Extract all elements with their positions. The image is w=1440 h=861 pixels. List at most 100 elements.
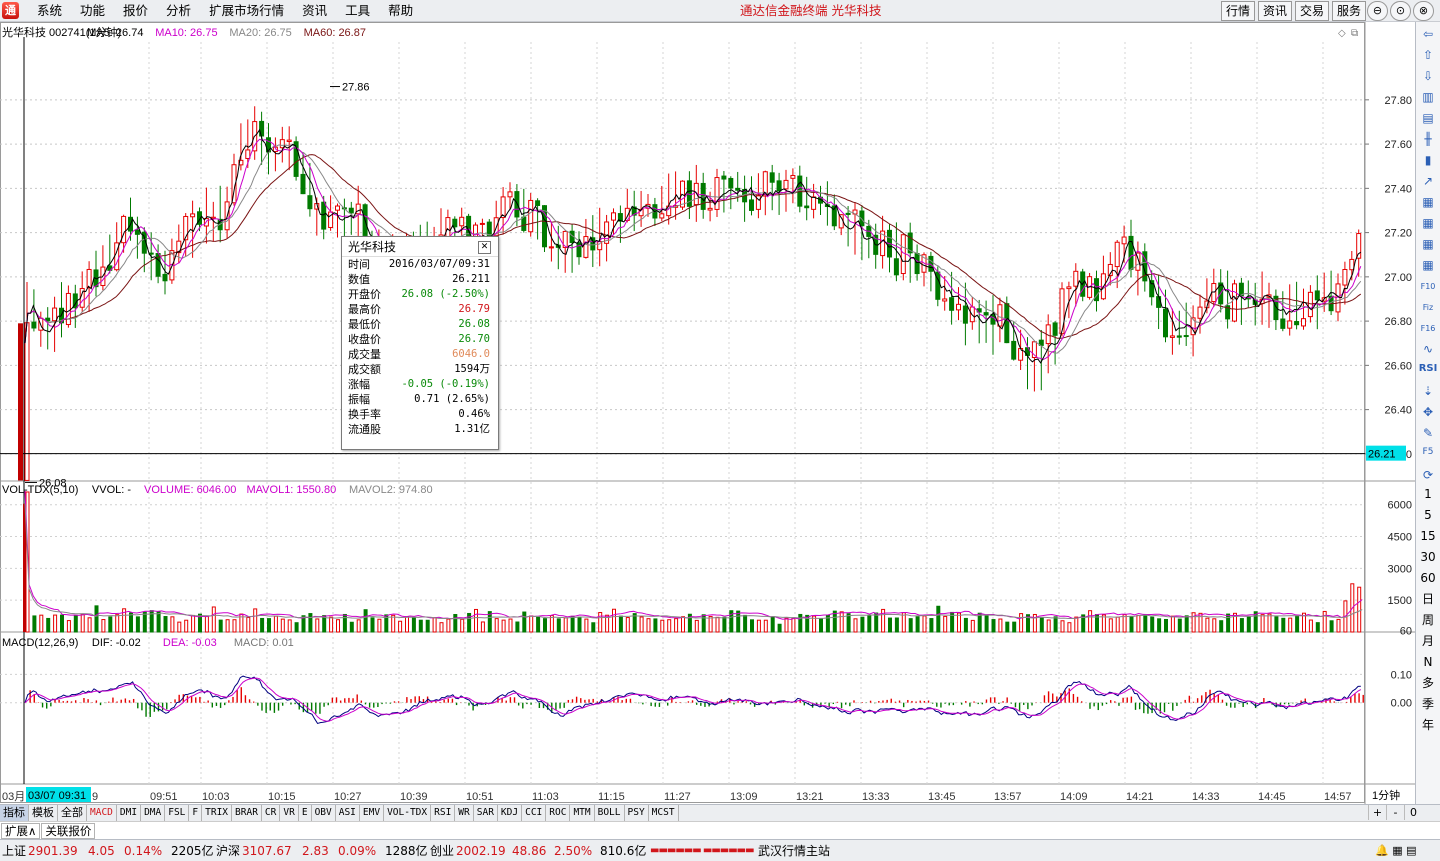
menu-item-2[interactable]: 报价 xyxy=(123,3,149,18)
grid-icon[interactable]: ▦ xyxy=(1422,195,1434,209)
split-left-icon[interactable]: ▥ xyxy=(1422,90,1434,104)
period-11[interactable]: 年 xyxy=(1421,718,1434,732)
period-1[interactable]: 5 xyxy=(1424,508,1432,522)
line-chart-icon[interactable]: ↗ xyxy=(1422,174,1434,188)
pencil-icon[interactable]: ✎ xyxy=(1422,426,1434,440)
tooltip-close-icon[interactable]: ✕ xyxy=(478,241,491,254)
period-8[interactable]: N xyxy=(1423,655,1433,669)
status-icons[interactable]: 🔔 ▦ ▤ xyxy=(1375,844,1417,857)
indicator-tab-cci[interactable]: CCI xyxy=(522,805,547,821)
panel-tab-0[interactable]: 指标 xyxy=(0,805,29,821)
volume-bar xyxy=(556,618,561,633)
top-button-2[interactable]: 交易 xyxy=(1295,1,1330,21)
period-7[interactable]: 月 xyxy=(1421,634,1434,648)
f16-icon[interactable]: F16 xyxy=(1420,324,1436,333)
app-logo-icon[interactable]: 通 xyxy=(2,2,19,19)
menu-item-4[interactable]: 扩展市场行情 xyxy=(209,3,285,18)
candle xyxy=(735,187,741,191)
indicator-tab-dmi[interactable]: DMI xyxy=(117,805,142,821)
period-5[interactable]: 日 xyxy=(1421,592,1434,606)
bars-icon[interactable]: ▮ xyxy=(1424,153,1432,167)
refresh-icon[interactable]: ⟳ xyxy=(1422,468,1434,482)
table-icon[interactable]: ▦ xyxy=(1422,258,1434,272)
indicator-tab-psy[interactable]: PSY xyxy=(625,805,649,821)
indicator-tab-f[interactable]: F xyxy=(189,805,203,821)
period-2[interactable]: 15 xyxy=(1420,529,1436,543)
indicator-tab-emv[interactable]: EMV xyxy=(360,805,385,821)
tab-control-2[interactable]: 0 xyxy=(1404,805,1422,820)
sub-tab-1[interactable]: 关联报价 xyxy=(41,823,96,839)
candle-icon[interactable]: ╫ xyxy=(1424,132,1432,146)
volume-bar xyxy=(198,613,202,633)
arrow-left-icon[interactable]: ⇦ xyxy=(1422,27,1434,41)
volume-bar xyxy=(584,618,589,633)
menu-item-3[interactable]: 分析 xyxy=(166,3,192,18)
indicator-tab-cr[interactable]: CR xyxy=(262,805,281,821)
panel-tab-2[interactable]: 全部 xyxy=(58,805,87,821)
period-10[interactable]: 季 xyxy=(1421,697,1434,711)
station-name[interactable]: 武汉行情主站 xyxy=(758,844,831,858)
period-4[interactable]: 60 xyxy=(1420,571,1436,585)
candle xyxy=(507,191,513,198)
indicator-tab-kdj[interactable]: KDJ xyxy=(498,805,523,821)
grid2-icon[interactable]: ▦ xyxy=(1422,237,1434,251)
indicator-tab-asi[interactable]: ASI xyxy=(336,805,360,821)
period-0[interactable]: 1 xyxy=(1424,487,1432,501)
indicator-tab-vr[interactable]: VR xyxy=(280,805,299,821)
tab-control-0[interactable]: + xyxy=(1368,805,1386,820)
menu-item-6[interactable]: 工具 xyxy=(345,3,371,18)
candle xyxy=(1307,291,1313,318)
tab-control-1[interactable]: - xyxy=(1386,805,1404,820)
indicator-tab-roc[interactable]: ROC xyxy=(546,805,571,821)
f10-icon[interactable]: F10 xyxy=(1420,282,1436,291)
indicator-tab-mtm[interactable]: MTM xyxy=(570,805,595,821)
volume-bar xyxy=(1295,615,1300,633)
minimize-icon[interactable]: ⊖ xyxy=(1367,1,1388,21)
arrow-down-icon[interactable]: ⇩ xyxy=(1422,69,1434,83)
volume-bar xyxy=(184,619,189,633)
dea-line xyxy=(24,677,1362,722)
fiz-icon[interactable]: Fiz xyxy=(1422,303,1434,312)
top-button-1[interactable]: 资讯 xyxy=(1258,1,1293,21)
indicator-tab-rsi[interactable]: RSI xyxy=(431,805,456,821)
indicator-tab-boll[interactable]: BOLL xyxy=(595,805,625,821)
grid-alt-icon[interactable]: ▦ xyxy=(1422,216,1434,230)
indicator-tab-mcst[interactable]: MCST xyxy=(649,805,679,821)
rsi-wave-icon[interactable]: ∿ xyxy=(1422,342,1434,356)
kline-chart[interactable]: 27.80 27.60 27.40 27.20 27.00 26.80 26.60 26.40… xyxy=(0,22,1415,804)
menu-item-1[interactable]: 功能 xyxy=(80,3,106,18)
indicator-tab-trix[interactable]: TRIX xyxy=(202,805,233,821)
indicator-tab-obv[interactable]: OBV xyxy=(312,805,336,821)
restore-icon[interactable]: ⊙ xyxy=(1390,1,1411,21)
f5-key[interactable]: F5 xyxy=(1422,447,1434,457)
sz-change: 2.83 xyxy=(302,844,329,858)
candle xyxy=(631,206,637,216)
indicator-tab-dma[interactable]: DMA xyxy=(141,805,166,821)
indicator-tab-vol-tdx[interactable]: VOL-TDX xyxy=(384,805,432,821)
arrow-up-icon[interactable]: ⇧ xyxy=(1422,48,1434,62)
period-6[interactable]: 周 xyxy=(1421,613,1434,627)
indicator-tab-brar[interactable]: BRAR xyxy=(232,805,262,821)
rsi-label[interactable]: RSI xyxy=(1418,363,1438,374)
close-icon[interactable]: ⊗ xyxy=(1413,1,1434,21)
sub-tab-0[interactable]: 扩展∧ xyxy=(1,823,41,839)
top-button-0[interactable]: 行情 xyxy=(1221,1,1256,21)
arrow-indicator-icon[interactable]: ⇣ xyxy=(1422,384,1434,398)
period-9[interactable]: 多 xyxy=(1421,676,1434,690)
volume-bar xyxy=(1253,611,1258,633)
split-right-icon[interactable]: ▤ xyxy=(1422,111,1434,125)
indicator-tab-e[interactable]: E xyxy=(299,805,312,821)
menu-item-5[interactable]: 资讯 xyxy=(302,3,328,18)
move-icon[interactable]: ✥ xyxy=(1422,405,1434,419)
indicator-tab-sar[interactable]: SAR xyxy=(474,805,498,821)
indicator-tab-wr[interactable]: WR xyxy=(455,805,474,821)
volume-bar xyxy=(1150,616,1155,633)
period-3[interactable]: 30 xyxy=(1420,550,1436,564)
menu-item-0[interactable]: 系统 xyxy=(37,3,63,18)
indicator-tab-fsl[interactable]: FSL xyxy=(165,805,190,821)
menu-item-7[interactable]: 帮助 xyxy=(388,3,414,18)
volume-bar xyxy=(322,615,327,633)
top-button-3[interactable]: 服务 xyxy=(1332,1,1367,21)
panel-tab-1[interactable]: 模板 xyxy=(29,805,58,821)
indicator-tab-macd[interactable]: MACD xyxy=(87,805,117,821)
